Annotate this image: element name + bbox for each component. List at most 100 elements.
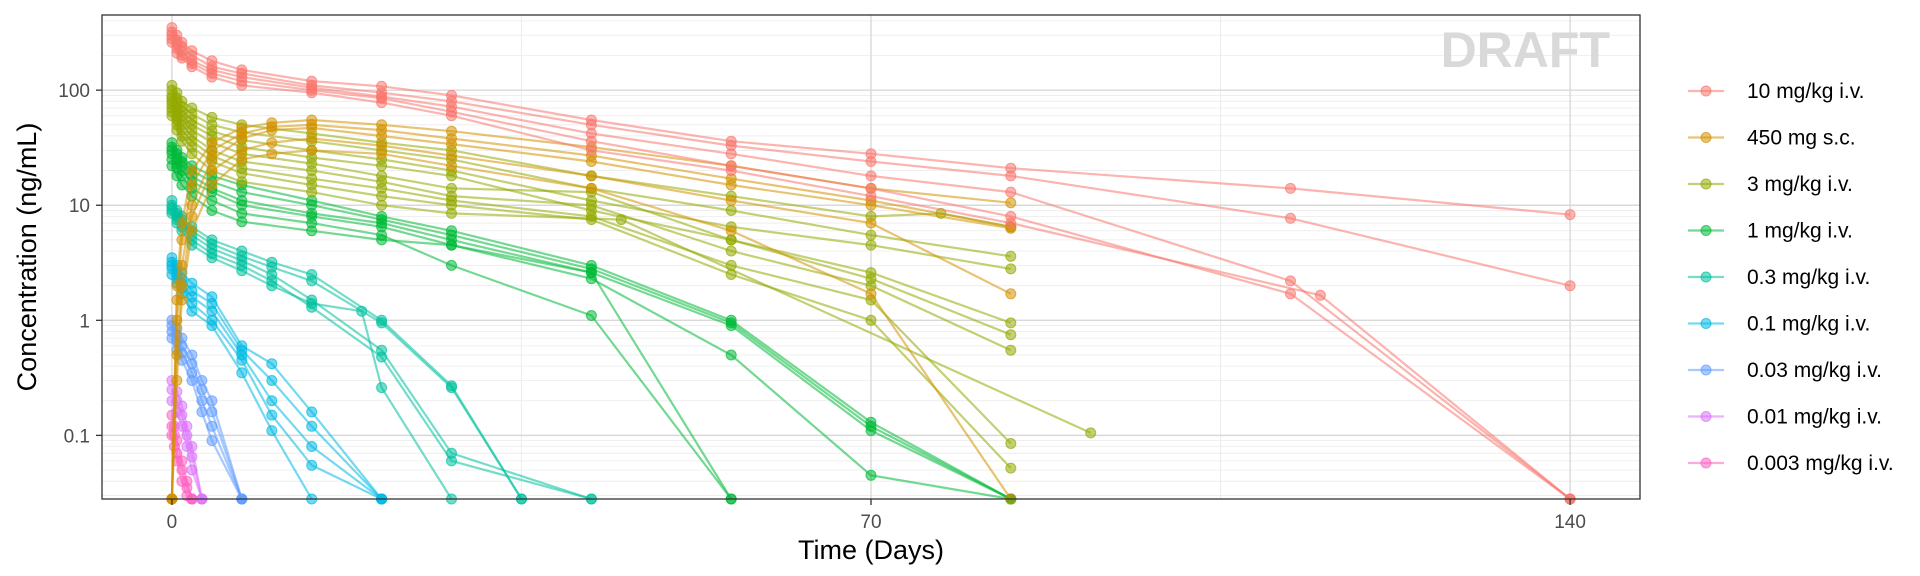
data-point — [865, 217, 877, 229]
data-point — [725, 225, 737, 237]
data-point — [865, 170, 877, 182]
data-point — [376, 160, 388, 172]
legend-item: 10 mg/kg i.v. — [1688, 80, 1865, 103]
data-point — [206, 205, 218, 216]
data-point — [1285, 182, 1296, 194]
y-axis-ticks: 0.1 1 10 100 — [58, 81, 102, 447]
legend-item: 0.1 mg/kg i.v. — [1688, 313, 1870, 336]
data-point — [1005, 217, 1017, 229]
data-point — [865, 239, 877, 251]
data-point — [186, 225, 198, 237]
data-point — [166, 110, 178, 122]
data-point — [376, 317, 388, 329]
data-point — [376, 119, 388, 131]
data-point — [725, 195, 737, 206]
data-point — [446, 125, 457, 137]
data-point — [615, 214, 627, 226]
data-point — [306, 114, 318, 126]
series-layer — [166, 22, 1576, 505]
data-point — [376, 382, 388, 394]
data-point — [206, 179, 218, 191]
data-point — [206, 252, 218, 264]
legend-label: 0.01 mg/kg i.v. — [1747, 406, 1882, 429]
data-point — [206, 305, 218, 317]
data-point — [446, 207, 457, 219]
data-point — [266, 409, 278, 421]
legend-label: 0.1 mg/kg i.v. — [1747, 313, 1870, 336]
data-point — [1285, 275, 1296, 287]
data-point — [196, 406, 208, 418]
data-point — [865, 156, 877, 167]
data-point — [585, 199, 597, 211]
data-point — [306, 225, 318, 237]
data-point — [206, 71, 218, 83]
legend-key-point — [1700, 271, 1712, 283]
data-point — [376, 130, 388, 142]
data-point — [585, 170, 597, 182]
data-point — [725, 245, 737, 257]
data-point — [446, 239, 457, 251]
series-line — [170, 123, 1012, 500]
legend-item: 450 mg s.c. — [1688, 127, 1856, 150]
data-point — [176, 294, 188, 306]
legend-item: 0.03 mg/kg i.v. — [1688, 359, 1882, 382]
series-1 — [166, 114, 1017, 505]
data-point — [166, 36, 178, 48]
legend-label: 1 mg/kg i.v. — [1747, 220, 1853, 243]
data-point — [376, 199, 388, 211]
data-point — [206, 320, 218, 332]
data-point — [306, 275, 318, 287]
data-point — [306, 459, 318, 471]
data-point — [236, 216, 248, 228]
data-point — [206, 153, 218, 165]
data-point — [176, 179, 188, 191]
data-point — [1005, 197, 1017, 209]
data-point — [1005, 250, 1017, 262]
data-point — [266, 148, 278, 160]
data-point — [376, 190, 388, 202]
data-point — [1285, 288, 1296, 300]
data-point — [306, 144, 318, 156]
data-point — [1085, 427, 1097, 439]
data-point — [171, 375, 183, 386]
data-point — [186, 148, 198, 160]
data-point — [1005, 462, 1017, 474]
legend-key-point — [1700, 132, 1712, 143]
data-point — [236, 354, 248, 366]
data-point — [206, 435, 218, 447]
data-point — [376, 351, 388, 363]
data-point — [306, 441, 318, 452]
data-point — [446, 110, 457, 122]
data-point — [306, 186, 318, 198]
series-3 — [166, 137, 1017, 505]
data-point — [166, 160, 178, 172]
data-point — [725, 234, 737, 246]
data-point — [266, 395, 278, 407]
data-point — [186, 305, 198, 317]
data-point — [1005, 186, 1017, 198]
y-tick-label: 0.1 — [64, 426, 90, 447]
data-point — [446, 150, 457, 162]
data-point — [206, 137, 218, 149]
y-axis-title: Concentration (ng/mL) — [12, 123, 42, 392]
data-point — [176, 217, 188, 229]
data-point — [186, 165, 198, 177]
data-point — [585, 156, 597, 167]
legend: 10 mg/kg i.v. 450 mg s.c. 3 mg/kg i.v. 1 mg… — [1688, 80, 1894, 475]
data-point — [306, 298, 318, 309]
data-point — [186, 210, 198, 222]
data-point — [166, 207, 178, 219]
data-point — [306, 420, 318, 432]
legend-item: 0.003 mg/kg i.v. — [1688, 452, 1894, 475]
data-point — [725, 205, 737, 216]
data-point — [446, 160, 457, 172]
data-point — [376, 148, 388, 160]
legend-label: 0.03 mg/kg i.v. — [1747, 359, 1882, 382]
data-point — [186, 464, 198, 476]
data-point — [236, 367, 248, 379]
legend-item: 1 mg/kg i.v. — [1688, 220, 1853, 243]
data-point — [171, 349, 183, 361]
data-point — [266, 280, 278, 292]
series-0 — [166, 22, 1576, 505]
data-point — [1005, 263, 1017, 275]
